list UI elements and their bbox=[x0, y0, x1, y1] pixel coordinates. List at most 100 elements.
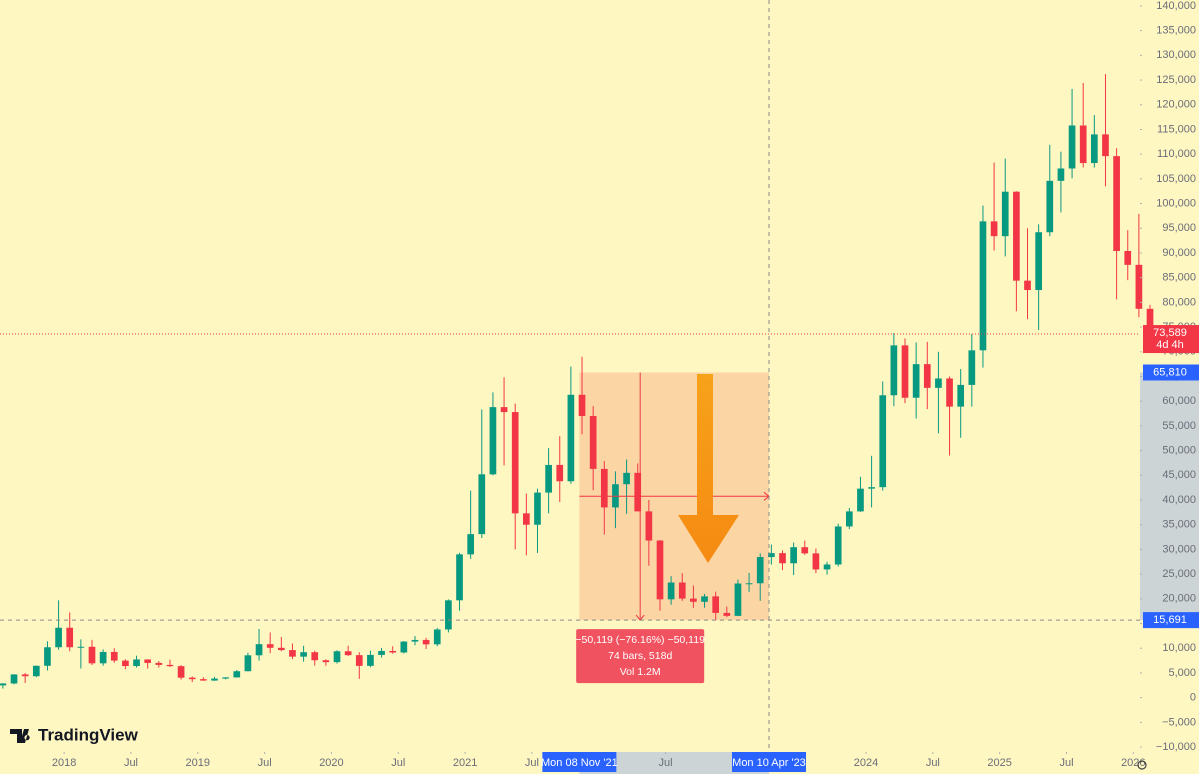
logo-icon bbox=[10, 729, 30, 743]
measure-tooltip bbox=[576, 629, 705, 684]
candle-body bbox=[923, 364, 931, 388]
candle-body bbox=[44, 647, 51, 666]
y-tick-label: 40,000 bbox=[1162, 494, 1196, 506]
measure-text: Vol 1.2M bbox=[620, 666, 661, 678]
candle-body bbox=[790, 547, 797, 564]
candle-body bbox=[166, 664, 174, 667]
candle-body bbox=[88, 646, 96, 664]
candle-body bbox=[1057, 168, 1065, 181]
candle-body bbox=[589, 416, 597, 469]
candle-body bbox=[144, 659, 152, 663]
y-tick-label: 5,000 bbox=[1168, 667, 1196, 679]
candle-body bbox=[656, 540, 664, 600]
y-tick-label: 60,000 bbox=[1162, 395, 1196, 407]
y-tick-label: 30,000 bbox=[1162, 543, 1196, 555]
price-label: 65,810 bbox=[1153, 366, 1187, 378]
candle-body bbox=[712, 596, 720, 613]
candle-body bbox=[868, 487, 875, 489]
candle-body bbox=[322, 660, 330, 663]
candle-body bbox=[723, 612, 731, 616]
candle-body bbox=[845, 511, 853, 527]
candle-body bbox=[812, 553, 820, 570]
x-tick-label: 2026 bbox=[1121, 757, 1145, 769]
candle-body bbox=[200, 679, 207, 681]
price-label: 15,691 bbox=[1153, 614, 1187, 626]
candle-body bbox=[857, 488, 864, 512]
candle-body bbox=[879, 395, 887, 488]
down-arrow bbox=[678, 374, 739, 563]
candle-body bbox=[255, 644, 263, 656]
candle-body bbox=[1035, 232, 1042, 291]
candle-body bbox=[55, 627, 62, 648]
brand: TradingView bbox=[38, 725, 139, 744]
candle-body bbox=[567, 394, 575, 482]
candle-body bbox=[667, 582, 675, 600]
candle-body bbox=[211, 678, 218, 681]
candle-body bbox=[834, 526, 842, 565]
logo: TradingView bbox=[10, 725, 139, 744]
date-label-box bbox=[542, 752, 617, 772]
candle-body bbox=[912, 364, 920, 398]
x-tick-label: Jul bbox=[124, 757, 138, 769]
y-tick-label: 140,000 bbox=[1156, 0, 1196, 12]
y-tick-label: 0 bbox=[1190, 692, 1196, 704]
candle-body bbox=[756, 557, 764, 584]
candle-body bbox=[511, 412, 519, 514]
candle-body bbox=[456, 554, 463, 601]
candle-body bbox=[545, 464, 552, 493]
settings-icon[interactable] bbox=[1137, 760, 1147, 770]
candle-body bbox=[1024, 280, 1031, 291]
y-tick-label: 50,000 bbox=[1162, 445, 1196, 457]
x-tick-label: Jul bbox=[926, 757, 940, 769]
candle-body bbox=[478, 474, 486, 535]
candle-body bbox=[21, 674, 29, 677]
candle-body bbox=[634, 472, 642, 512]
candle-body bbox=[935, 378, 942, 388]
candle-body bbox=[600, 468, 608, 508]
candle-body bbox=[155, 662, 163, 665]
candle-body bbox=[968, 350, 976, 385]
candle-body bbox=[1068, 125, 1076, 169]
y-tick-label: 80,000 bbox=[1162, 296, 1196, 308]
candle-body bbox=[901, 345, 909, 398]
y-tick-label: 85,000 bbox=[1162, 272, 1196, 284]
y-tick-label: 90,000 bbox=[1162, 247, 1196, 259]
measure-text: −50,119 (−76.16%) −50,119 bbox=[575, 634, 705, 646]
candle-body bbox=[233, 671, 241, 678]
candle-body bbox=[311, 652, 319, 661]
candle-body bbox=[1135, 264, 1143, 309]
candle-body bbox=[623, 472, 630, 485]
candle-body bbox=[823, 564, 831, 570]
x-tick-label: 2020 bbox=[319, 757, 343, 769]
candle-body bbox=[979, 221, 987, 351]
candle-body bbox=[1102, 134, 1109, 157]
y-tick-label: 115,000 bbox=[1157, 123, 1196, 135]
candle-body bbox=[1079, 125, 1087, 164]
candle-body bbox=[556, 464, 564, 482]
candle-body bbox=[1124, 250, 1132, 265]
candle-body bbox=[277, 647, 285, 651]
y-tick-label: 25,000 bbox=[1162, 568, 1196, 580]
x-tick-label: 2018 bbox=[52, 757, 76, 769]
y-tick-label: 55,000 bbox=[1162, 420, 1196, 432]
y-axis-range bbox=[1140, 372, 1199, 621]
candle-body bbox=[32, 665, 40, 677]
candle-body bbox=[77, 646, 85, 648]
candle-body bbox=[1146, 308, 1154, 335]
y-tick-label: −5,000 bbox=[1162, 716, 1196, 728]
x-axis-range bbox=[579, 752, 769, 774]
date-label-box bbox=[731, 752, 806, 772]
candle-body bbox=[500, 407, 508, 413]
y-tick-label: 95,000 bbox=[1162, 222, 1196, 234]
candle-body bbox=[367, 654, 374, 666]
y-tick-label: 120,000 bbox=[1156, 99, 1196, 111]
date-label: Mon 10 Apr '23 bbox=[732, 757, 806, 769]
candle-body bbox=[266, 644, 274, 648]
y-tick-label: 45,000 bbox=[1162, 469, 1196, 481]
candle-body bbox=[678, 582, 686, 599]
x-tick-label: Jul bbox=[659, 757, 673, 769]
candle-body bbox=[779, 553, 786, 564]
candle-body bbox=[578, 394, 586, 417]
y-tick-label: 20,000 bbox=[1162, 593, 1196, 605]
